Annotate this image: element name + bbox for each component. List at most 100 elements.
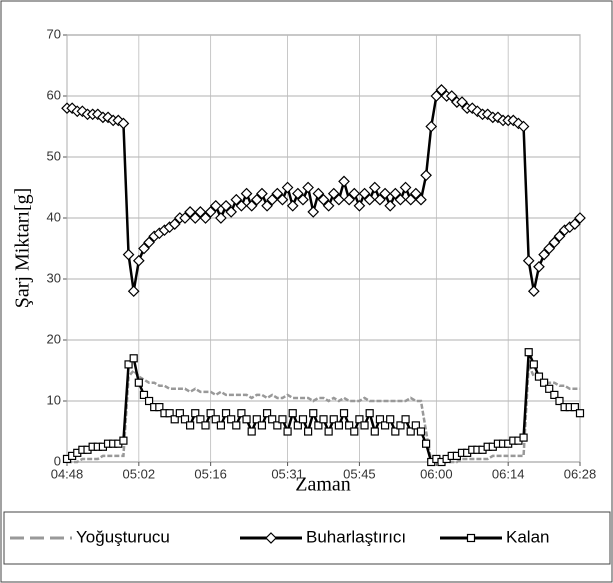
square-marker — [257, 421, 267, 430]
diamond-marker — [317, 193, 330, 206]
diamond-marker — [533, 260, 545, 273]
plot: 0 10 20 30 40 50 60 70 04:48 05:02 05:16 05:31 05:45… — [47, 26, 597, 481]
diamond-marker — [199, 212, 212, 224]
square-marker — [196, 415, 205, 424]
square-marker — [386, 415, 395, 424]
diamond-marker — [143, 236, 155, 249]
square-marker — [211, 415, 220, 424]
diamond-marker — [184, 206, 196, 218]
square-marker — [534, 372, 544, 381]
diamond-marker — [132, 254, 145, 267]
diamond-marker — [168, 218, 181, 230]
diamond-marker — [281, 181, 294, 194]
square-marker — [247, 427, 256, 436]
diamond-marker — [276, 193, 289, 206]
diamond-marker — [194, 206, 207, 218]
diamond-marker — [569, 218, 581, 230]
square-marker — [191, 409, 200, 418]
x-tick-label: 05:02 — [123, 466, 156, 481]
y-tick-label: 10 — [47, 392, 61, 407]
square-marker — [466, 533, 476, 543]
diamond-marker — [527, 285, 540, 298]
legend-label: Kalan — [506, 527, 549, 546]
square-marker — [201, 421, 210, 430]
square-marker — [575, 409, 585, 418]
y-tick-label: 20 — [47, 331, 61, 346]
legend-label: Buharlaştırıcı — [306, 527, 406, 546]
diamond-marker — [374, 193, 386, 206]
square-marker — [360, 421, 369, 430]
diamond-marker — [312, 187, 325, 200]
square-marker — [304, 427, 313, 436]
diamond-marker — [322, 199, 335, 212]
diamond-marker — [517, 120, 530, 133]
diamond-marker — [333, 193, 345, 206]
diamond-marker — [138, 242, 150, 255]
diamond-marker — [256, 187, 268, 200]
diamond-marker — [302, 181, 314, 194]
diamond-marker — [522, 254, 535, 267]
legend: Yoğuşturucu Buharlaştırıcı Kalan — [10, 527, 549, 546]
x-tick-label: 04:48 — [51, 466, 84, 481]
square-marker — [350, 427, 359, 436]
diamond-marker — [430, 90, 443, 102]
square-marker — [227, 415, 236, 424]
square-marker — [529, 360, 538, 369]
square-marker — [519, 433, 528, 442]
square-marker — [288, 409, 297, 418]
square-marker — [237, 409, 246, 418]
diamond-marker — [265, 532, 277, 544]
square-marker — [155, 403, 164, 412]
y-tick-label: 60 — [47, 87, 61, 102]
diamond-marker — [220, 199, 232, 212]
square-marker — [134, 378, 143, 387]
diamond-marker — [456, 96, 468, 108]
square-marker — [144, 396, 154, 406]
diamond-marker — [307, 206, 320, 218]
square-marker — [293, 421, 302, 430]
square-marker — [391, 427, 400, 436]
diamond-marker — [574, 212, 586, 224]
diamond-marker — [368, 181, 381, 194]
diamond-marker — [343, 193, 355, 206]
x-tick-label: 06:00 — [420, 466, 453, 481]
y-tick-label: 0 — [54, 453, 61, 468]
diamond-marker — [266, 193, 279, 206]
x-tick-label: 06:28 — [564, 466, 597, 481]
square-marker — [406, 427, 415, 436]
x-tick-label: 05:16 — [194, 466, 227, 481]
square-marker — [206, 409, 215, 418]
square-marker — [314, 421, 323, 430]
diamond-marker — [327, 187, 340, 200]
square-marker — [329, 415, 338, 424]
diamond-marker — [409, 187, 422, 200]
series-line — [67, 363, 580, 464]
diamond-marker — [425, 120, 438, 133]
diamond-marker — [384, 199, 397, 212]
x-tick-label: 05:31 — [271, 466, 304, 481]
square-marker — [334, 421, 343, 430]
square-marker — [539, 378, 549, 387]
diamond-marker — [543, 242, 556, 255]
diamond-marker — [353, 199, 366, 212]
square-marker — [570, 403, 579, 412]
diamond-marker — [240, 187, 253, 200]
square-marker — [298, 415, 308, 424]
diamond-marker — [538, 248, 550, 261]
square-marker — [268, 415, 277, 424]
y-tick-label: 50 — [47, 148, 61, 163]
square-marker — [283, 427, 292, 436]
square-marker — [262, 409, 272, 418]
square-marker — [165, 409, 174, 418]
diamond-marker — [245, 199, 258, 212]
diamond-marker — [230, 193, 243, 206]
diamond-marker — [348, 187, 361, 200]
diamond-marker — [394, 193, 407, 206]
square-marker — [319, 415, 328, 424]
diamond-marker — [225, 206, 238, 218]
diamond-marker — [338, 175, 350, 188]
square-marker — [401, 415, 410, 424]
diamond-marker — [204, 206, 217, 218]
diamond-marker — [548, 236, 561, 249]
